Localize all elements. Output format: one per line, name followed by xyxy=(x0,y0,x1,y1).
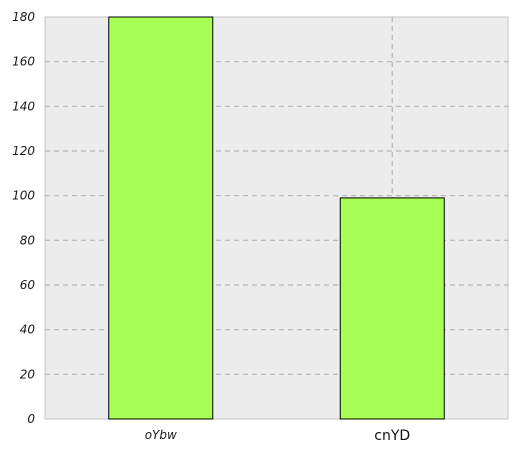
y-axis-ticks: 0 20 40 60 80 100 120 140 160 180 xyxy=(12,10,35,426)
bar-oYbw xyxy=(108,16,214,420)
x-tick-label-cnYD: cnYD xyxy=(374,428,410,444)
y-tick-label-0: 0 xyxy=(27,412,35,426)
y-tick-label-140: 140 xyxy=(12,99,35,113)
y-tick-label-160: 160 xyxy=(12,55,35,69)
y-tick-label-120: 120 xyxy=(12,144,35,158)
y-tick-label-180: 180 xyxy=(12,10,35,24)
y-tick-label-40: 40 xyxy=(20,323,36,337)
y-tick-label-100: 100 xyxy=(12,189,35,203)
x-tick-label-oYbw: oYbw xyxy=(145,428,177,442)
y-tick-label-60: 60 xyxy=(20,278,36,292)
y-tick-label-80: 80 xyxy=(20,233,36,247)
bars xyxy=(108,16,445,420)
x-axis-ticks: oYbw cnYD xyxy=(145,428,411,444)
bar-cnYD xyxy=(339,197,445,420)
y-tick-label-20: 20 xyxy=(20,367,36,381)
